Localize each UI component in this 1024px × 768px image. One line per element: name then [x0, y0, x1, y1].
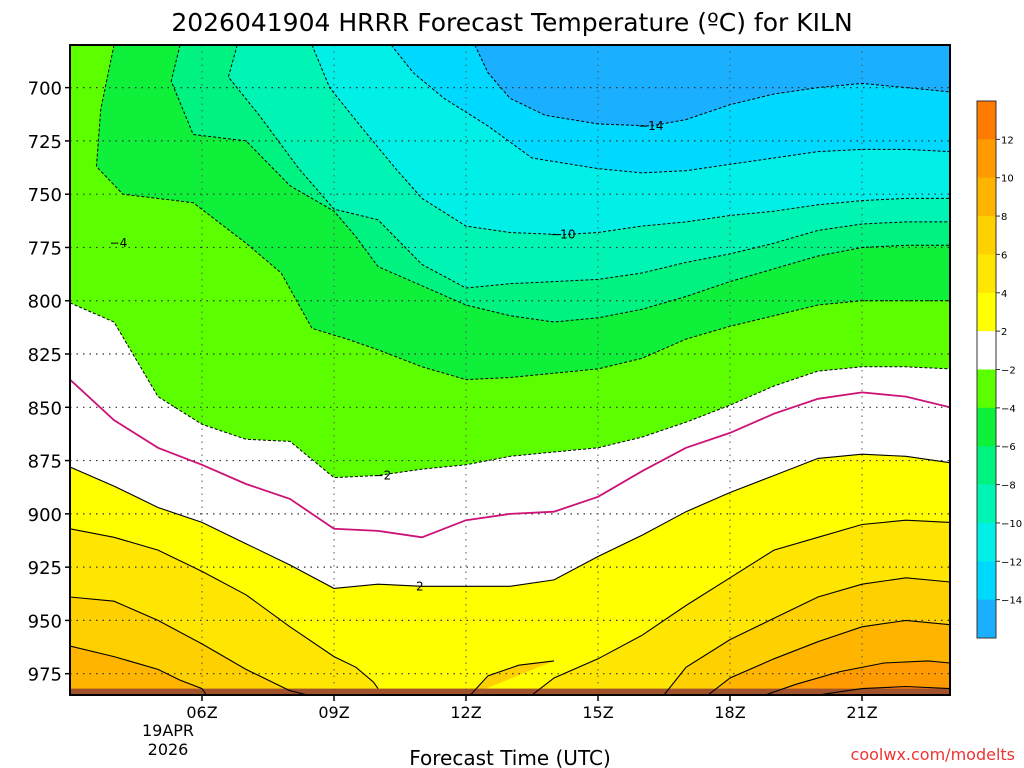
colorbar-label: 10	[1001, 174, 1014, 185]
colorbar-label: 12	[1001, 135, 1014, 146]
contour-label: −10	[550, 228, 575, 242]
x-axis: 06Z 09Z 12Z 15Z 18Z 21Z	[186, 695, 878, 722]
isotherm-6	[70, 596, 308, 695]
colorbar-label: −2	[1001, 366, 1016, 377]
y-tick-label: 800	[28, 292, 62, 313]
x-tick-label: 12Z	[450, 703, 481, 722]
chart-title: 2026041904 HRRR Forecast Temperature (ºC…	[171, 8, 852, 37]
y-tick-label: 700	[28, 79, 62, 100]
contour-labels: −14 −10 −4 −2 2	[110, 119, 664, 593]
colorbar-swatch	[977, 139, 996, 179]
isotherm-2	[70, 453, 950, 589]
isotherm--4	[95, 45, 950, 381]
plot-area: −14 −10 −4 −2 2	[69, 44, 951, 696]
colorbar-label: −10	[1001, 519, 1022, 530]
colorbar-label: 2	[1001, 327, 1007, 338]
colorbar-label: 8	[1001, 212, 1007, 223]
colorbar-label: 6	[1001, 250, 1007, 261]
colorbar-swatch	[977, 561, 996, 601]
date-label-month: 19APR	[142, 721, 194, 740]
y-tick-label: 875	[28, 452, 62, 473]
isotherm-0	[70, 378, 950, 539]
y-tick-label: 950	[28, 611, 62, 632]
isotherm-6	[469, 660, 555, 695]
y-tick-label: 775	[28, 238, 62, 259]
isotherm-contours	[70, 45, 950, 695]
x-tick-label: 18Z	[714, 703, 745, 722]
isotherm-6	[663, 577, 950, 695]
credit-text: coolwx.com/modelts	[851, 745, 1015, 764]
y-tick-label: 900	[28, 505, 62, 526]
isotherm--12	[390, 45, 950, 174]
y-axis: 700 725 750 775 800 825 850 875 900 925 950 975	[28, 79, 70, 686]
colorbar-swatch	[977, 101, 996, 140]
x-tick-label: 09Z	[318, 703, 349, 722]
isotherm-12	[817, 685, 950, 695]
colorbar-label: −8	[1001, 481, 1016, 492]
colorbar-swatch	[977, 216, 996, 255]
colorbar: 12 10 8 6 4 2 −2 −4 −6 −8 −10 −12 −14	[976, 100, 1022, 639]
band-6-to-8	[470, 660, 554, 695]
colorbar-swatch	[977, 522, 996, 562]
colorbar-label: −6	[1001, 442, 1016, 453]
isotherm-4	[70, 528, 379, 689]
contour-label: 2	[416, 579, 424, 593]
colorbar-swatch	[977, 177, 996, 217]
colorbar-swatch	[977, 599, 996, 639]
y-tick-label: 725	[28, 132, 62, 153]
colorbar-label: −14	[1001, 596, 1022, 607]
isotherm-8	[70, 645, 207, 695]
y-tick-label: 750	[28, 185, 62, 206]
contour-label: −2	[374, 468, 392, 482]
y-tick-label: 925	[28, 558, 62, 579]
isotherm--2	[70, 302, 950, 479]
isotherm-4	[531, 519, 950, 695]
colorbar-swatch	[977, 446, 996, 486]
grid-lines	[70, 45, 950, 695]
x-axis-label: Forecast Time (UTC)	[409, 746, 611, 768]
contour-label: −4	[110, 236, 128, 250]
isotherm-10	[765, 660, 950, 695]
isotherm--10	[311, 45, 950, 236]
colorbar-label: −12	[1001, 557, 1022, 568]
y-tick-label: 825	[28, 345, 62, 366]
colorbar-swatch	[977, 292, 996, 332]
band-8-to-10	[70, 646, 207, 695]
isotherm--6	[170, 45, 950, 323]
surface-terrain	[70, 688, 950, 695]
colorbar-swatch	[977, 254, 996, 294]
x-tick-label: 21Z	[846, 703, 877, 722]
colorbar-swatch	[977, 407, 996, 447]
colorbar-label: 4	[1001, 289, 1007, 300]
colorbar-swatch	[977, 331, 996, 370]
y-tick-label: 850	[28, 398, 62, 419]
contour-label: −14	[638, 119, 663, 133]
colorbar-swatch	[977, 369, 996, 409]
colorbar-swatch	[977, 484, 996, 524]
isotherm--14	[474, 45, 950, 127]
isotherm-8	[707, 619, 950, 695]
colorbar-label: −4	[1001, 404, 1016, 415]
y-tick-label: 975	[28, 665, 62, 686]
x-tick-label: 06Z	[186, 703, 217, 722]
plot-frame	[69, 44, 951, 696]
date-label-year: 2026	[148, 740, 189, 759]
ground-surface	[70, 688, 950, 695]
x-tick-label: 15Z	[582, 703, 613, 722]
